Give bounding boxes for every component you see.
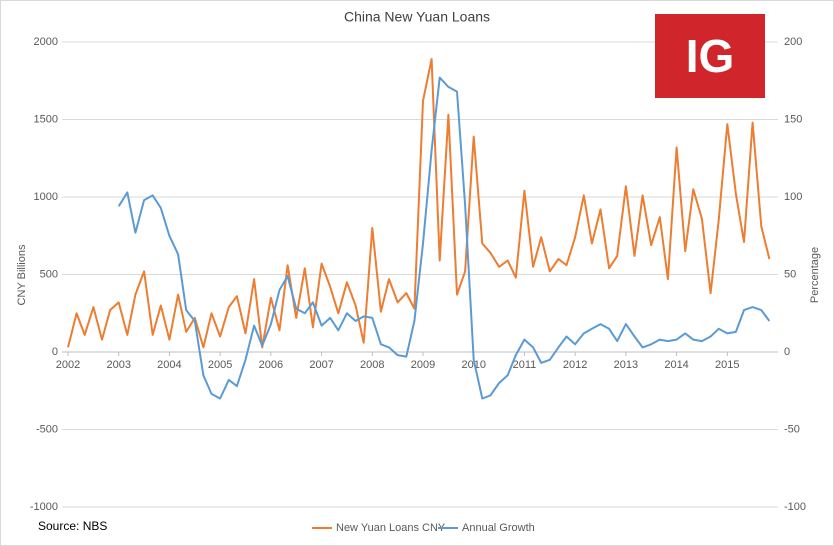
source: Source: NBS <box>38 519 107 533</box>
x-tick-label: 2006 <box>259 359 283 371</box>
y-tick-label: 500 <box>40 268 58 280</box>
x-tick-label: 2012 <box>563 359 587 371</box>
y2-axis-label: Percentage <box>809 247 821 303</box>
x-tick-label: 2003 <box>106 359 130 371</box>
x-tick-label: 2007 <box>309 359 333 371</box>
logo: IG <box>686 30 735 82</box>
y-tick-label: 0 <box>52 346 58 358</box>
legend-label: Annual Growth <box>462 522 535 534</box>
y2-tick-label: -50 <box>784 423 800 435</box>
y2-tick-label: 150 <box>784 113 802 125</box>
x-tick-label: 2010 <box>461 359 485 371</box>
series-line <box>67 58 771 349</box>
y-tick-label: 1000 <box>34 191 58 203</box>
y2-tick-label: 100 <box>784 191 802 203</box>
x-tick-label: 2013 <box>614 359 638 371</box>
y-tick-label: -1000 <box>30 501 58 513</box>
y2-tick-label: 50 <box>784 268 796 280</box>
x-tick-label: 2005 <box>208 359 232 371</box>
y-tick-label: 1500 <box>34 113 58 125</box>
y2-tick-label: 200 <box>784 36 802 48</box>
series-line <box>117 76 771 400</box>
chart-title: China New Yuan Loans <box>344 9 490 25</box>
x-tick-label: 2004 <box>157 359 181 371</box>
y-tick-label: 2000 <box>34 36 58 48</box>
y2-tick-label: 0 <box>784 346 790 358</box>
y-axis-label: CNY Billions <box>16 244 28 305</box>
x-tick-label: 2008 <box>360 359 384 371</box>
x-tick-label: 2015 <box>715 359 739 371</box>
y2-tick-label: -100 <box>784 501 806 513</box>
x-tick-label: 2009 <box>411 359 435 371</box>
x-tick-label: 2014 <box>664 359 688 371</box>
x-tick-label: 2002 <box>56 359 80 371</box>
logo-box <box>655 14 765 98</box>
x-tick-label: 2011 <box>513 359 537 371</box>
legend-label: New Yuan Loans CNY <box>336 522 446 534</box>
y-tick-label: -500 <box>36 423 58 435</box>
